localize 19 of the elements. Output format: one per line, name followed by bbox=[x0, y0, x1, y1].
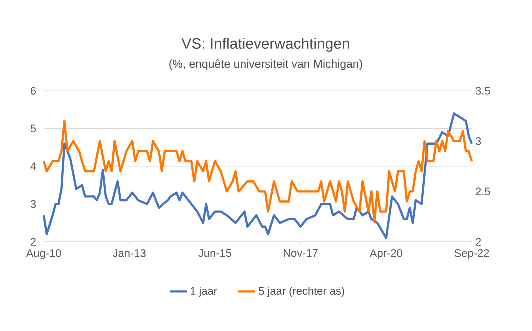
y2-tick-label: 3 bbox=[476, 137, 482, 146]
x-tick-label: Nov-17 bbox=[284, 250, 318, 258]
y2-tick-label: 3.5 bbox=[476, 87, 490, 95]
chart-subtitle: (%, enquête universiteit van Michigan) bbox=[170, 60, 362, 70]
y-tick-label: 5 bbox=[30, 124, 36, 133]
y-tick-label: 2 bbox=[30, 238, 36, 246]
y2-tick-label: 2 bbox=[476, 238, 482, 246]
legend-label: 5 jaar (rechter as) bbox=[259, 286, 344, 298]
x-tick-label: Sep-22 bbox=[454, 250, 490, 260]
y-tick-label: 6 bbox=[30, 87, 36, 95]
chart-title: VS: Inflatieverwachtingen bbox=[182, 38, 350, 52]
y-tick-label: 4 bbox=[30, 162, 36, 170]
y-tick-label: 3 bbox=[30, 200, 36, 208]
x-tick-label: Jan-13 bbox=[113, 250, 146, 258]
legend-label: 1 jaar bbox=[190, 286, 218, 298]
x-tick-label: Apr-20 bbox=[370, 250, 402, 260]
x-tick-label: Aug-10 bbox=[26, 250, 62, 260]
x-tick-label: Jun-15 bbox=[198, 250, 232, 258]
y2-tick-label: 2.5 bbox=[476, 188, 490, 196]
